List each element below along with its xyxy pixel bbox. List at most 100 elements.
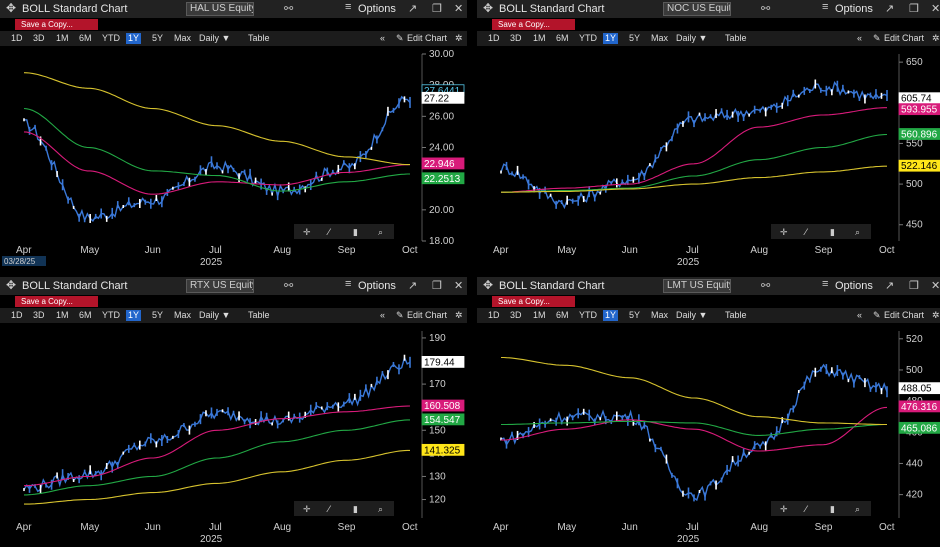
- menu-icon[interactable]: ≡: [822, 1, 829, 13]
- save-copy-button[interactable]: Save a Copy...: [492, 19, 575, 30]
- draw-icon[interactable]: ⁄: [803, 505, 809, 515]
- tab-range[interactable]: Max: [174, 33, 192, 43]
- link-icon[interactable]: ⚯: [761, 280, 771, 292]
- tab-range[interactable]: 1D: [11, 33, 23, 43]
- price-chart[interactable]: 650600550500450AprMayJunJulAugSepOct2025…: [477, 46, 940, 270]
- table-button[interactable]: Table: [725, 33, 747, 43]
- tab-range[interactable]: 3D: [33, 310, 45, 320]
- pencil-icon[interactable]: ✎: [873, 310, 881, 320]
- link-icon[interactable]: ⚯: [284, 3, 294, 15]
- save-copy-button[interactable]: Save a Copy...: [15, 19, 98, 30]
- options-button[interactable]: Options: [358, 280, 396, 292]
- tab-range[interactable]: Max: [174, 310, 192, 320]
- chart-type-icon[interactable]: ▮: [353, 505, 358, 515]
- window-icon[interactable]: ❐: [432, 280, 442, 292]
- period-dropdown[interactable]: Daily ▼: [199, 310, 231, 320]
- tab-range[interactable]: 1D: [488, 33, 500, 43]
- zoom-icon[interactable]: ⌕: [378, 228, 383, 238]
- window-icon[interactable]: ❐: [432, 3, 442, 15]
- close-icon[interactable]: ✕: [454, 3, 464, 15]
- period-dropdown[interactable]: Daily ▼: [199, 33, 231, 43]
- tab-range[interactable]: YTD: [579, 310, 597, 320]
- edit-chart-button[interactable]: Edit Chart: [407, 33, 448, 43]
- tab-range[interactable]: 1Y: [126, 33, 142, 44]
- zoom-icon[interactable]: ⌕: [855, 228, 860, 238]
- tab-range[interactable]: 6M: [79, 33, 92, 43]
- tab-range[interactable]: Max: [651, 33, 669, 43]
- tab-range[interactable]: Max: [651, 310, 669, 320]
- edit-chart-button[interactable]: Edit Chart: [884, 33, 925, 43]
- chart-type-icon[interactable]: ▮: [830, 505, 835, 515]
- pencil-icon[interactable]: ✎: [396, 310, 404, 320]
- tab-range[interactable]: YTD: [579, 33, 597, 43]
- expand-icon[interactable]: ↗: [408, 3, 418, 15]
- price-chart[interactable]: 30.0028.0026.0024.0022.0020.0018.00AprMa…: [0, 46, 467, 270]
- draw-icon[interactable]: ⁄: [326, 228, 332, 238]
- options-button[interactable]: Options: [835, 280, 873, 292]
- crosshair-icon[interactable]: ✛: [780, 505, 788, 515]
- tab-range[interactable]: 6M: [79, 310, 92, 320]
- crosshair-icon[interactable]: ✛: [303, 505, 311, 515]
- collapse-icon[interactable]: «: [380, 310, 386, 320]
- settings-icon[interactable]: ✲: [932, 33, 940, 43]
- chart-type-icon[interactable]: ▮: [830, 228, 835, 238]
- settings-icon[interactable]: ✲: [455, 310, 463, 320]
- gear-icon[interactable]: ✥: [6, 1, 17, 15]
- collapse-icon[interactable]: «: [380, 33, 386, 43]
- tab-range[interactable]: 1Y: [603, 310, 619, 321]
- menu-icon[interactable]: ≡: [822, 278, 829, 290]
- pencil-icon[interactable]: ✎: [396, 33, 404, 43]
- zoom-icon[interactable]: ⌕: [378, 505, 383, 515]
- ticker-input[interactable]: HAL US Equity: [186, 2, 254, 16]
- gear-icon[interactable]: ✥: [483, 278, 494, 292]
- window-icon[interactable]: ❐: [909, 280, 919, 292]
- close-icon[interactable]: ✕: [931, 3, 940, 15]
- tab-range[interactable]: 1M: [533, 33, 546, 43]
- tab-range[interactable]: 1Y: [603, 33, 619, 44]
- window-icon[interactable]: ❐: [909, 3, 919, 15]
- draw-icon[interactable]: ⁄: [803, 228, 809, 238]
- close-icon[interactable]: ✕: [454, 280, 464, 292]
- link-icon[interactable]: ⚯: [284, 280, 294, 292]
- tab-range[interactable]: 1M: [56, 310, 69, 320]
- table-button[interactable]: Table: [248, 33, 270, 43]
- options-button[interactable]: Options: [835, 3, 873, 15]
- gear-icon[interactable]: ✥: [483, 1, 494, 15]
- tab-range[interactable]: 3D: [33, 33, 45, 43]
- table-button[interactable]: Table: [725, 310, 747, 320]
- save-copy-button[interactable]: Save a Copy...: [492, 296, 575, 307]
- chart-type-icon[interactable]: ▮: [353, 228, 358, 238]
- tab-range[interactable]: 1D: [488, 310, 500, 320]
- collapse-icon[interactable]: «: [857, 33, 863, 43]
- tab-range[interactable]: 5Y: [152, 33, 164, 43]
- ticker-input[interactable]: LMT US Equity: [663, 279, 731, 293]
- zoom-icon[interactable]: ⌕: [855, 505, 860, 515]
- tab-range[interactable]: 5Y: [152, 310, 164, 320]
- menu-icon[interactable]: ≡: [345, 1, 352, 13]
- tab-range[interactable]: 3D: [510, 33, 522, 43]
- ticker-input[interactable]: RTX US Equity: [186, 279, 254, 293]
- edit-chart-button[interactable]: Edit Chart: [884, 310, 925, 320]
- expand-icon[interactable]: ↗: [885, 3, 895, 15]
- price-chart[interactable]: 190180170160150140130120AprMayJunJulAugS…: [0, 323, 467, 547]
- expand-icon[interactable]: ↗: [885, 280, 895, 292]
- menu-icon[interactable]: ≡: [345, 278, 352, 290]
- price-chart[interactable]: 520500480460440420AprMayJunJulAugSepOct2…: [477, 323, 940, 547]
- close-icon[interactable]: ✕: [931, 280, 940, 292]
- crosshair-icon[interactable]: ✛: [780, 228, 788, 238]
- tab-range[interactable]: 1D: [11, 310, 23, 320]
- tab-range[interactable]: YTD: [102, 33, 120, 43]
- tab-range[interactable]: 5Y: [629, 33, 641, 43]
- tab-range[interactable]: YTD: [102, 310, 120, 320]
- gear-icon[interactable]: ✥: [6, 278, 17, 292]
- tab-range[interactable]: 1Y: [126, 310, 142, 321]
- collapse-icon[interactable]: «: [857, 310, 863, 320]
- table-button[interactable]: Table: [248, 310, 270, 320]
- period-dropdown[interactable]: Daily ▼: [676, 310, 708, 320]
- tab-range[interactable]: 5Y: [629, 310, 641, 320]
- link-icon[interactable]: ⚯: [761, 3, 771, 15]
- save-copy-button[interactable]: Save a Copy...: [15, 296, 98, 307]
- tab-range[interactable]: 3D: [510, 310, 522, 320]
- pencil-icon[interactable]: ✎: [873, 33, 881, 43]
- crosshair-icon[interactable]: ✛: [303, 228, 311, 238]
